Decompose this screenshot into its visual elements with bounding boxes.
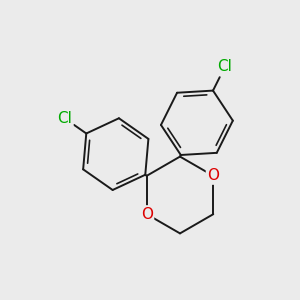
Text: O: O xyxy=(207,168,219,183)
Text: Cl: Cl xyxy=(218,59,232,74)
Text: O: O xyxy=(141,207,153,222)
Text: Cl: Cl xyxy=(57,111,72,126)
